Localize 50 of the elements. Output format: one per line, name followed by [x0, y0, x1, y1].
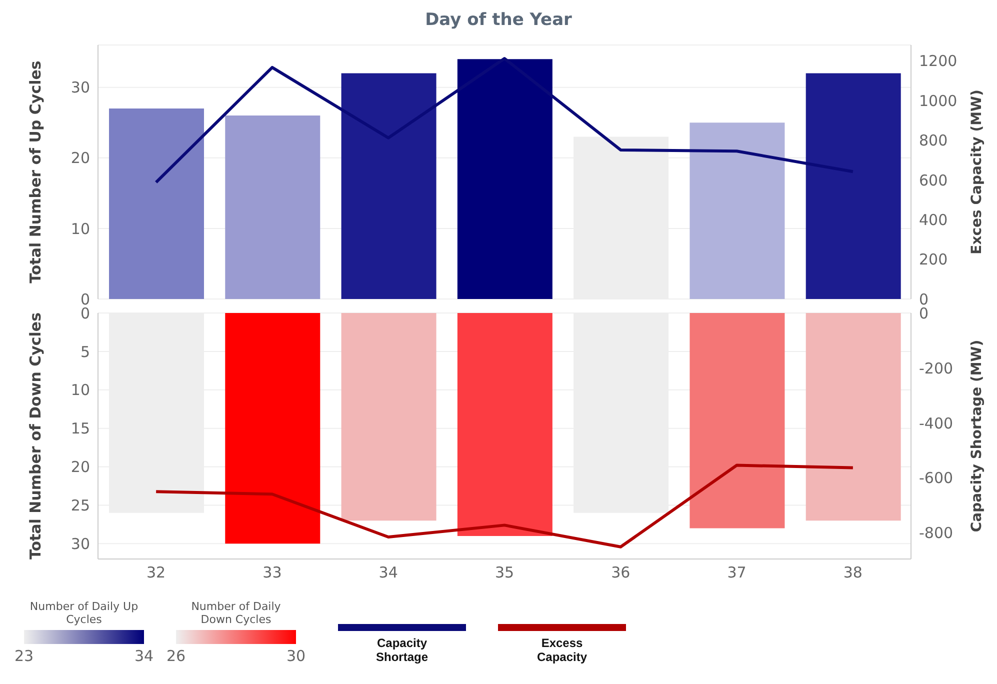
y-tick-label: 20 — [70, 149, 90, 168]
y-tick-label: 10 — [70, 381, 90, 400]
color-bar-title: Number of Daily Up Cycles — [29, 600, 139, 626]
y2-tick-label: 1200 — [919, 52, 958, 70]
bar — [225, 313, 320, 544]
y2-axis-title: Capacity Shortage (MW) — [968, 340, 985, 532]
y-axis-title: Total Number of Up Cycles — [26, 60, 44, 284]
y2-tick-label: -200 — [919, 359, 954, 378]
x-tick-label: 32 — [146, 564, 166, 582]
bar — [109, 108, 204, 299]
y2-tick-label: 800 — [919, 132, 948, 150]
x-tick-label: 35 — [494, 564, 514, 582]
color-bar-title: Number of Daily Down Cycles — [190, 600, 282, 626]
y2-tick-label: -800 — [919, 524, 954, 542]
y2-tick-label: 200 — [919, 250, 948, 269]
y-tick-label: 15 — [70, 420, 90, 438]
y2-tick-label: 400 — [919, 210, 948, 229]
bar — [690, 313, 785, 528]
y-tick-label: 30 — [70, 534, 90, 553]
x-tick-label: 38 — [843, 564, 862, 582]
text: Excess Capacity — [536, 636, 588, 664]
x-tick-label: 37 — [727, 564, 746, 582]
x-tick-label: 33 — [262, 564, 282, 582]
color-bar-label: 30 — [286, 647, 306, 665]
bar — [341, 313, 436, 521]
color-bar-label: 26 — [166, 647, 186, 665]
y2-axis-title: Exces Capacity (MW) — [968, 90, 985, 254]
y-tick-label: 30 — [70, 78, 90, 97]
bar — [341, 73, 436, 299]
y-tick-label: 5 — [80, 342, 90, 361]
y2-tick-label: 600 — [919, 171, 948, 190]
color-bar-label: 23 — [14, 647, 34, 665]
y2-tick-label: -600 — [919, 469, 954, 488]
bar — [225, 116, 320, 299]
bar — [806, 313, 901, 521]
y-tick-label: 25 — [70, 496, 90, 515]
x-tick-label: 36 — [611, 564, 630, 582]
bar — [690, 122, 785, 299]
y-tick-label: 10 — [70, 220, 90, 238]
bar — [806, 73, 901, 299]
bar — [457, 313, 552, 536]
line-series — [154, 464, 854, 548]
x-tick-label: 34 — [378, 564, 398, 582]
y2-tick-label: -400 — [919, 414, 954, 432]
chart-title: Day of the Year — [424, 9, 573, 32]
y-tick-label: 20 — [70, 458, 90, 476]
color-bar-label: 34 — [134, 647, 154, 665]
text: Capacity Shortage — [374, 636, 429, 664]
y-axis-title: Total Number of Down Cycles — [26, 312, 44, 560]
y2-tick-label: 1000 — [919, 92, 958, 110]
